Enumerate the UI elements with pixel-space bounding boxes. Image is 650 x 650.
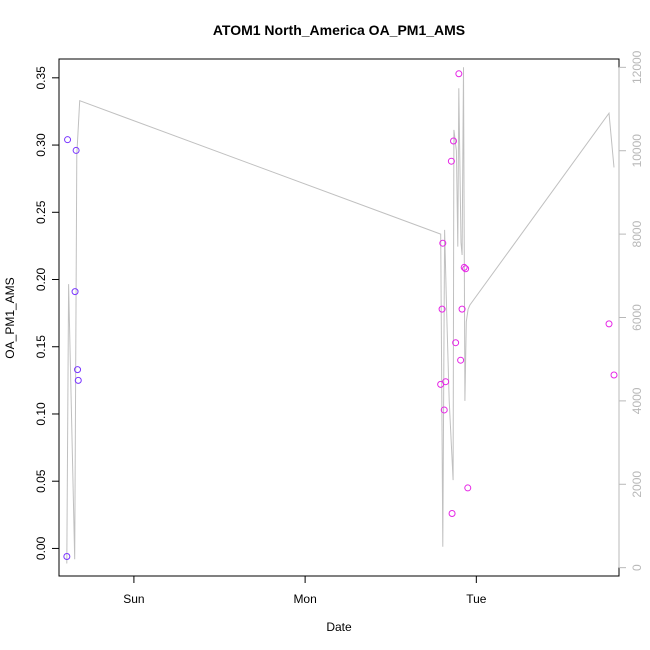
data-point bbox=[452, 339, 460, 347]
y2-tick-label: 2000 bbox=[630, 471, 644, 498]
data-point bbox=[458, 305, 466, 313]
data-point bbox=[464, 484, 472, 492]
y-tick-label: 0.05 bbox=[34, 469, 48, 493]
data-point bbox=[462, 265, 470, 273]
y-tick-label: 0.00 bbox=[34, 536, 48, 560]
y2-tick-label: 4000 bbox=[630, 387, 644, 414]
data-point bbox=[438, 305, 446, 313]
data-point bbox=[440, 406, 448, 414]
data-point bbox=[74, 366, 82, 374]
right-y-axis: 0 2000 4000 6000 8000 10000 12000 bbox=[618, 50, 644, 571]
y-tick-label: 0.25 bbox=[34, 200, 48, 224]
x-axis: Sun Mon Tue bbox=[123, 576, 487, 606]
x-axis-label: Date bbox=[326, 620, 352, 634]
data-point bbox=[64, 136, 72, 144]
y-tick-label: 0.35 bbox=[34, 66, 48, 90]
data-point bbox=[460, 263, 468, 271]
y2-tick-label: 0 bbox=[630, 564, 644, 571]
left-y-axis: 0.00 0.05 0.10 0.15 0.20 0.25 0.30 0.35 bbox=[34, 66, 59, 560]
data-point bbox=[72, 146, 80, 154]
y-axis-label: OA_PM1_AMS bbox=[3, 277, 17, 358]
chart-title: ATOM1 North_America OA_PM1_AMS bbox=[213, 22, 465, 38]
data-point bbox=[449, 137, 457, 145]
series-line bbox=[66, 67, 615, 564]
data-point bbox=[447, 157, 455, 165]
x-tick-label: Tue bbox=[466, 592, 487, 606]
x-tick-label: Mon bbox=[293, 592, 316, 606]
x-tick-label: Sun bbox=[123, 592, 144, 606]
y2-tick-label: 8000 bbox=[630, 220, 644, 247]
data-point bbox=[605, 320, 613, 328]
y-tick-label: 0.10 bbox=[34, 402, 48, 426]
y-tick-label: 0.30 bbox=[34, 133, 48, 157]
y-tick-label: 0.20 bbox=[34, 268, 48, 292]
data-point bbox=[457, 356, 465, 364]
data-point bbox=[74, 376, 82, 384]
data-point bbox=[439, 239, 447, 247]
data-point bbox=[610, 371, 618, 379]
data-point bbox=[63, 553, 71, 561]
y2-tick-label: 6000 bbox=[630, 304, 644, 331]
data-point bbox=[448, 509, 456, 517]
data-point bbox=[71, 288, 79, 296]
data-point bbox=[455, 70, 463, 78]
data-point bbox=[442, 378, 450, 386]
y2-tick-label: 10000 bbox=[630, 134, 644, 168]
y-tick-label: 0.15 bbox=[34, 335, 48, 359]
y2-tick-label: 12000 bbox=[630, 50, 644, 84]
series-layer bbox=[63, 67, 618, 564]
